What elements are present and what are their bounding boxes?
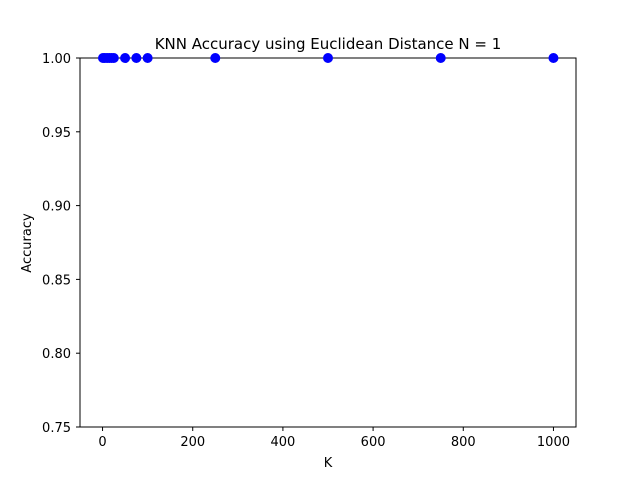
x-tick-label: 0 xyxy=(98,435,106,450)
x-tick-label: 200 xyxy=(180,435,205,450)
y-tick-label: 0.80 xyxy=(42,347,71,362)
data-point xyxy=(142,53,153,63)
data-point xyxy=(120,53,131,63)
x-tick-label: 400 xyxy=(270,435,295,450)
y-tick-label: 1.00 xyxy=(42,52,71,67)
y-tick-label: 0.75 xyxy=(42,421,71,436)
data-point xyxy=(548,53,559,63)
chart-title: KNN Accuracy using Euclidean Distance N … xyxy=(155,35,502,53)
y-tick-label: 0.85 xyxy=(42,273,71,288)
x-tick-label: 600 xyxy=(361,435,386,450)
y-axis-label: Accuracy xyxy=(20,213,35,273)
data-point xyxy=(210,53,221,63)
y-tick-label: 0.90 xyxy=(42,200,71,215)
data-point xyxy=(435,53,446,63)
data-point xyxy=(108,53,119,63)
plot-area xyxy=(79,57,577,428)
y-tick-label: 0.95 xyxy=(42,126,71,141)
x-axis-label: K xyxy=(324,456,333,471)
y-axis: 0.75 0.80 0.85 0.90 0.95 1.00 xyxy=(42,52,80,436)
x-tick-label: 800 xyxy=(451,435,476,450)
x-axis: 0 200 400 600 800 1000 xyxy=(98,427,570,450)
data-points xyxy=(97,53,559,63)
data-point xyxy=(323,53,333,63)
plot-frame xyxy=(79,57,577,428)
data-point xyxy=(131,53,142,63)
x-tick-label: 1000 xyxy=(537,435,570,450)
